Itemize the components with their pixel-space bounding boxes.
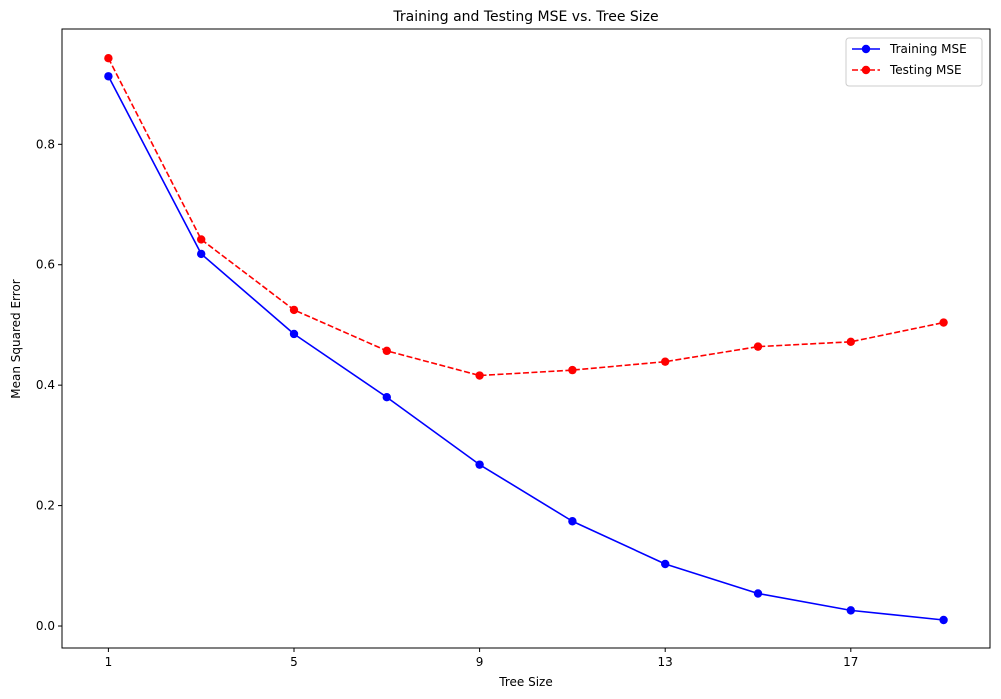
training-mse-point (568, 517, 577, 526)
testing-mse-point (289, 305, 299, 315)
training-mse-point (661, 559, 670, 569)
y-tick-label: 0.8 (36, 137, 55, 151)
y-tick-label: 0.0 (36, 619, 55, 633)
testing-mse-line (107, 57, 944, 377)
legend: Training MSE Testing MSE (845, 37, 983, 87)
testing-mse-point (104, 54, 113, 63)
axes-frame (61, 28, 991, 649)
x-tick-label: 17 (843, 655, 858, 669)
training-mse-point (382, 393, 391, 402)
training-mse-point (289, 329, 299, 339)
training-mse-point (197, 249, 206, 259)
testing-mse-point (939, 318, 948, 327)
training-mse-point (104, 72, 113, 81)
chart-title: Training and Testing MSE vs. Tree Size (392, 9, 658, 25)
x-axis-label: Tree Size (498, 675, 552, 689)
training-mse-point (939, 615, 948, 625)
x-tick-label: 9 (476, 655, 484, 669)
x-tick-label: 13 (658, 655, 673, 669)
legend-training-mse-label: Training MSE (889, 42, 967, 56)
x-tick-label: 1 (105, 655, 113, 669)
legend-testing-mse-marker (861, 65, 871, 75)
testing-mse-point (846, 337, 855, 347)
x-tick-label: 5 (290, 655, 298, 669)
legend-training-mse-marker (861, 44, 871, 54)
training-mse-line (107, 75, 944, 621)
testing-mse-point (568, 365, 577, 375)
testing-mse-point (661, 357, 670, 366)
y-axis-label: Mean Squared Error (9, 279, 23, 399)
training-mse-point (475, 460, 484, 469)
testing-mse-point (475, 371, 484, 380)
testing-mse-point (753, 342, 763, 351)
testing-mse-point (197, 235, 206, 244)
training-mse-point (846, 606, 855, 615)
y-tick-label: 0.2 (36, 499, 55, 513)
testing-mse-point (382, 346, 391, 356)
plot-area: 1 5 9 13 17 0.0 0.2 0.4 0.6 0.8 (36, 28, 991, 669)
legend-testing-mse-label: Testing MSE (889, 63, 962, 77)
training-mse-point (753, 589, 763, 598)
y-tick-label: 0.6 (36, 258, 55, 272)
y-tick-label: 0.4 (36, 378, 55, 392)
legend-box (845, 37, 983, 87)
